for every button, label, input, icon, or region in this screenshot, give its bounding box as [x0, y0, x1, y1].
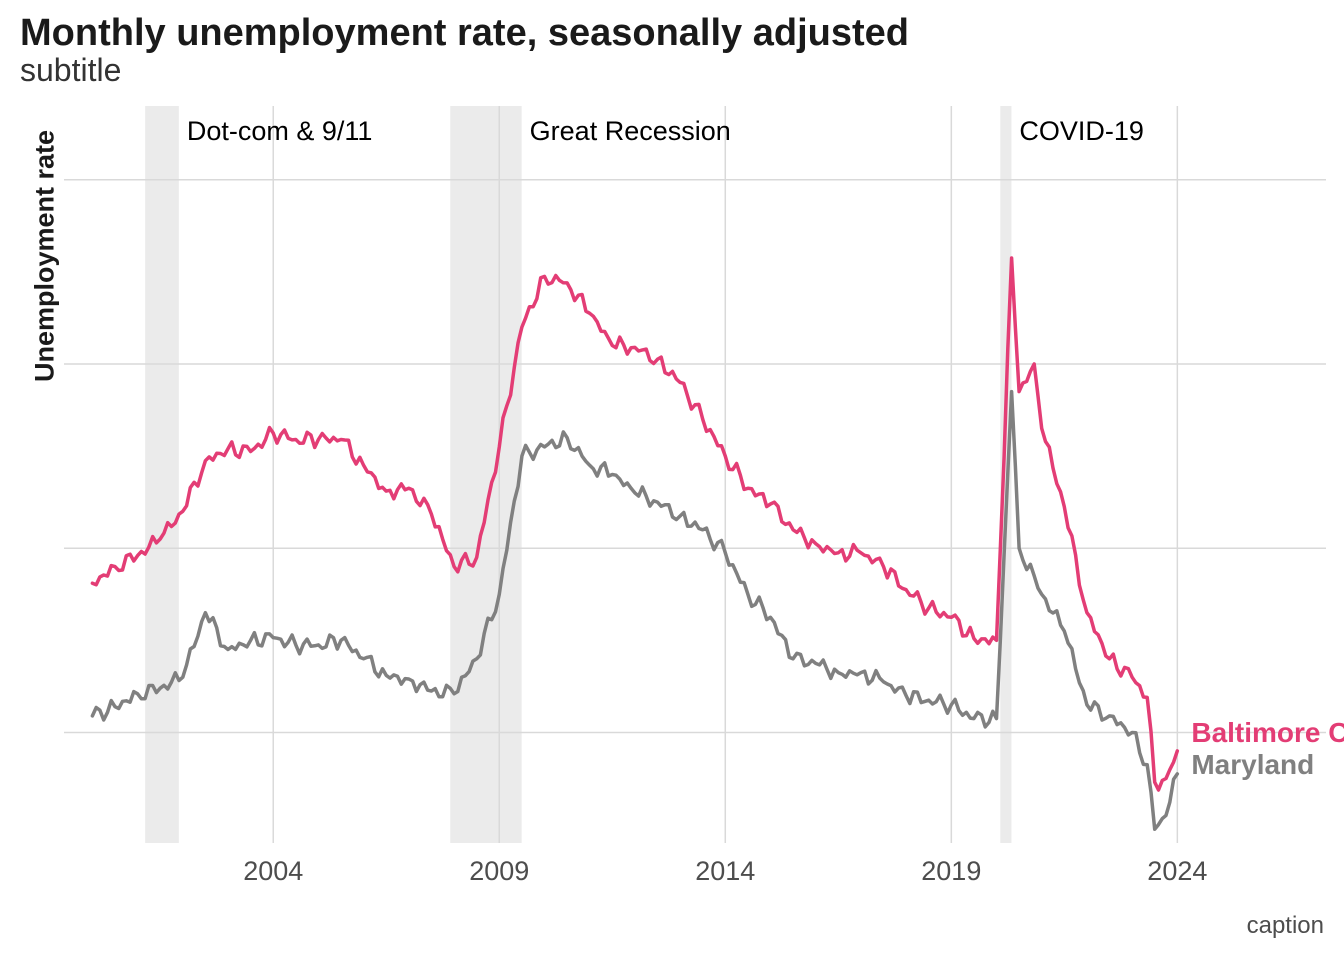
x-tick-label-4: 2024	[1147, 856, 1207, 886]
x-tick-label-3: 2019	[921, 856, 981, 886]
chart-title: Monthly unemployment rate, seasonally ad…	[20, 12, 909, 54]
series-end-label-0: Baltimore City	[1191, 717, 1344, 748]
recession-shading-group	[145, 106, 1012, 843]
recession-label-1: Great Recession	[530, 116, 731, 146]
series-lines-group	[90, 256, 1180, 831]
series-end-labels-group: Baltimore CityMaryland	[1191, 717, 1344, 780]
x-tick-label-0: 2004	[243, 856, 303, 886]
recession-labels-group: Dot-com & 9/11 Great Recession COVID-19	[187, 116, 1144, 146]
chart-caption: caption	[1246, 912, 1324, 939]
series-line-1	[90, 389, 1180, 831]
recession-band-2	[1000, 106, 1012, 843]
recession-band-0	[145, 106, 179, 843]
chart-subtitle: subtitle	[20, 52, 122, 88]
gridlines-group	[64, 106, 1326, 843]
recession-band-1	[450, 106, 522, 843]
recession-label-0: Dot-com & 9/11	[187, 116, 373, 146]
series-line-0	[90, 256, 1180, 792]
recession-label-2: COVID-19	[1019, 116, 1144, 146]
x-tick-label-2: 2014	[695, 856, 755, 886]
x-axis-ticks-group: 2004 2009 2014 2019 2024	[243, 856, 1207, 886]
x-tick-label-1: 2009	[469, 856, 529, 886]
series-end-label-1: Maryland	[1191, 749, 1314, 780]
